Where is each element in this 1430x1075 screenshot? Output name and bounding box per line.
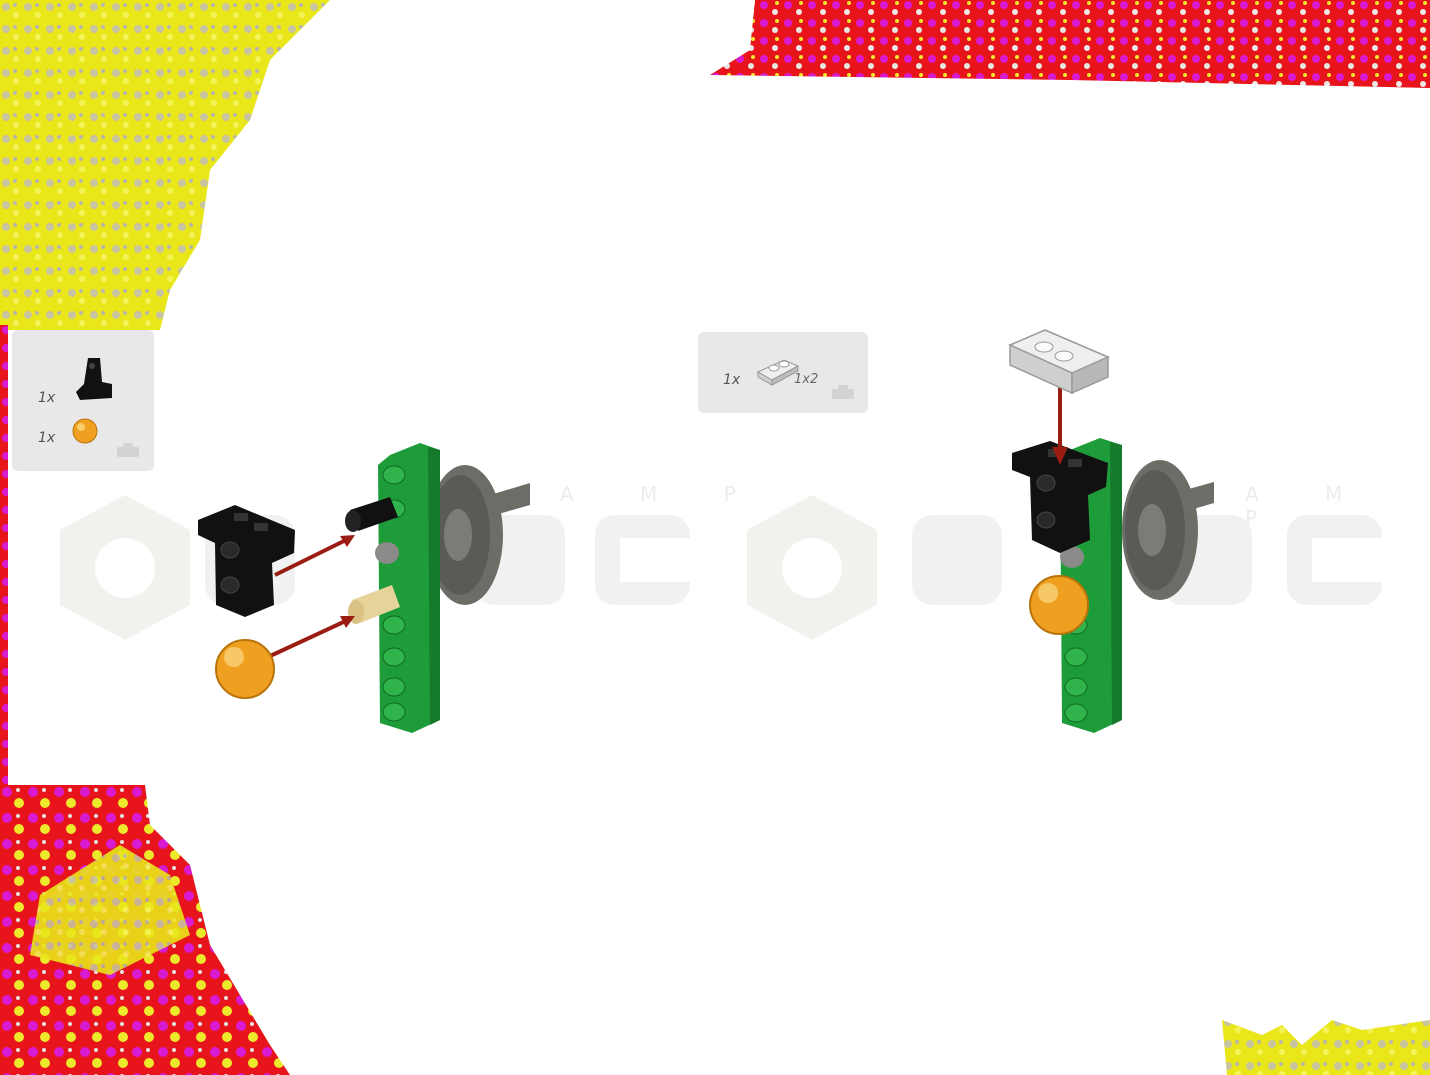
red-arrow-icon	[267, 616, 355, 659]
part-quantity: 1x	[38, 430, 56, 446]
red-arrow-icon	[274, 535, 355, 577]
watermark-text-left: A M P	[560, 482, 766, 506]
light-gray-plate-icon	[756, 359, 800, 386]
black-pin-connector-icon	[198, 505, 295, 617]
brick-hint-icon	[832, 385, 854, 399]
gray-gear-icon	[1122, 460, 1214, 600]
decorative-red-magenta-texture-top-right	[710, 0, 1430, 88]
assembly-illustration-left	[198, 443, 530, 733]
parts-list-box-left: 1x 1x	[12, 330, 154, 471]
brick-hint-icon	[117, 443, 139, 457]
orange-ball-icon	[1029, 575, 1089, 635]
black-pin-connector-icon	[76, 358, 112, 400]
decorative-texture-bottom-left	[0, 785, 290, 1075]
orange-ball-icon	[72, 418, 98, 444]
light-gray-plate-icon	[1008, 329, 1110, 395]
part-quantity: 1x	[723, 372, 741, 388]
decorative-yellow-texture-top-left	[0, 0, 330, 330]
decorative-yellow-texture-bottom-right	[1222, 1020, 1430, 1075]
red-arrow-icon	[1052, 387, 1068, 465]
assembly-illustration-right	[1008, 329, 1214, 733]
black-pin-icon	[345, 497, 398, 532]
gray-gear-icon	[427, 465, 530, 605]
part-size-label: 1x2	[794, 372, 819, 387]
watermark-text-right: A M P	[1245, 482, 1373, 530]
decorative-texture-left-edge	[0, 325, 8, 795]
orange-ball-icon	[215, 639, 275, 699]
parts-list-box-right: 1x 1x2	[698, 332, 868, 413]
part-quantity: 1x	[38, 390, 56, 406]
